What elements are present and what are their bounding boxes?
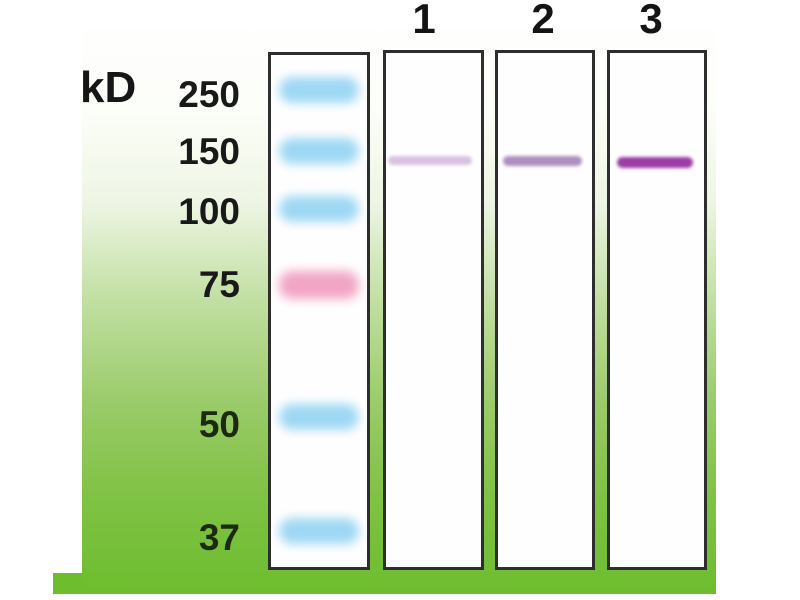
- ladder-band-250: [279, 77, 359, 103]
- lane-3-header: 3: [639, 0, 663, 42]
- sample-band-lane-1: [388, 156, 472, 165]
- marker-label-250: 250: [178, 74, 240, 115]
- ladder-band-50: [279, 404, 359, 430]
- sample-band-lane-3: [617, 157, 693, 168]
- sample-lane-3: [607, 50, 707, 570]
- green-footer-bar: [53, 573, 83, 594]
- sample-lane-1: [383, 50, 484, 570]
- ladder-band-75: [279, 271, 359, 299]
- marker-label-50: 50: [198, 404, 240, 445]
- marker-label-75: 75: [198, 264, 240, 305]
- sample-lane-2: [495, 50, 595, 570]
- ladder-band-100: [279, 196, 359, 222]
- sample-band-lane-2: [503, 156, 582, 166]
- ladder-band-37: [279, 518, 359, 544]
- kd-unit-label: kD: [80, 63, 137, 112]
- lane-1-header: 1: [412, 0, 436, 42]
- marker-label-37: 37: [198, 517, 240, 558]
- ladder-band-150: [279, 138, 359, 164]
- lane-2-header: 2: [531, 0, 555, 42]
- marker-label-150: 150: [178, 131, 240, 172]
- ladder-lane: [268, 52, 370, 570]
- marker-label-100: 100: [178, 191, 240, 232]
